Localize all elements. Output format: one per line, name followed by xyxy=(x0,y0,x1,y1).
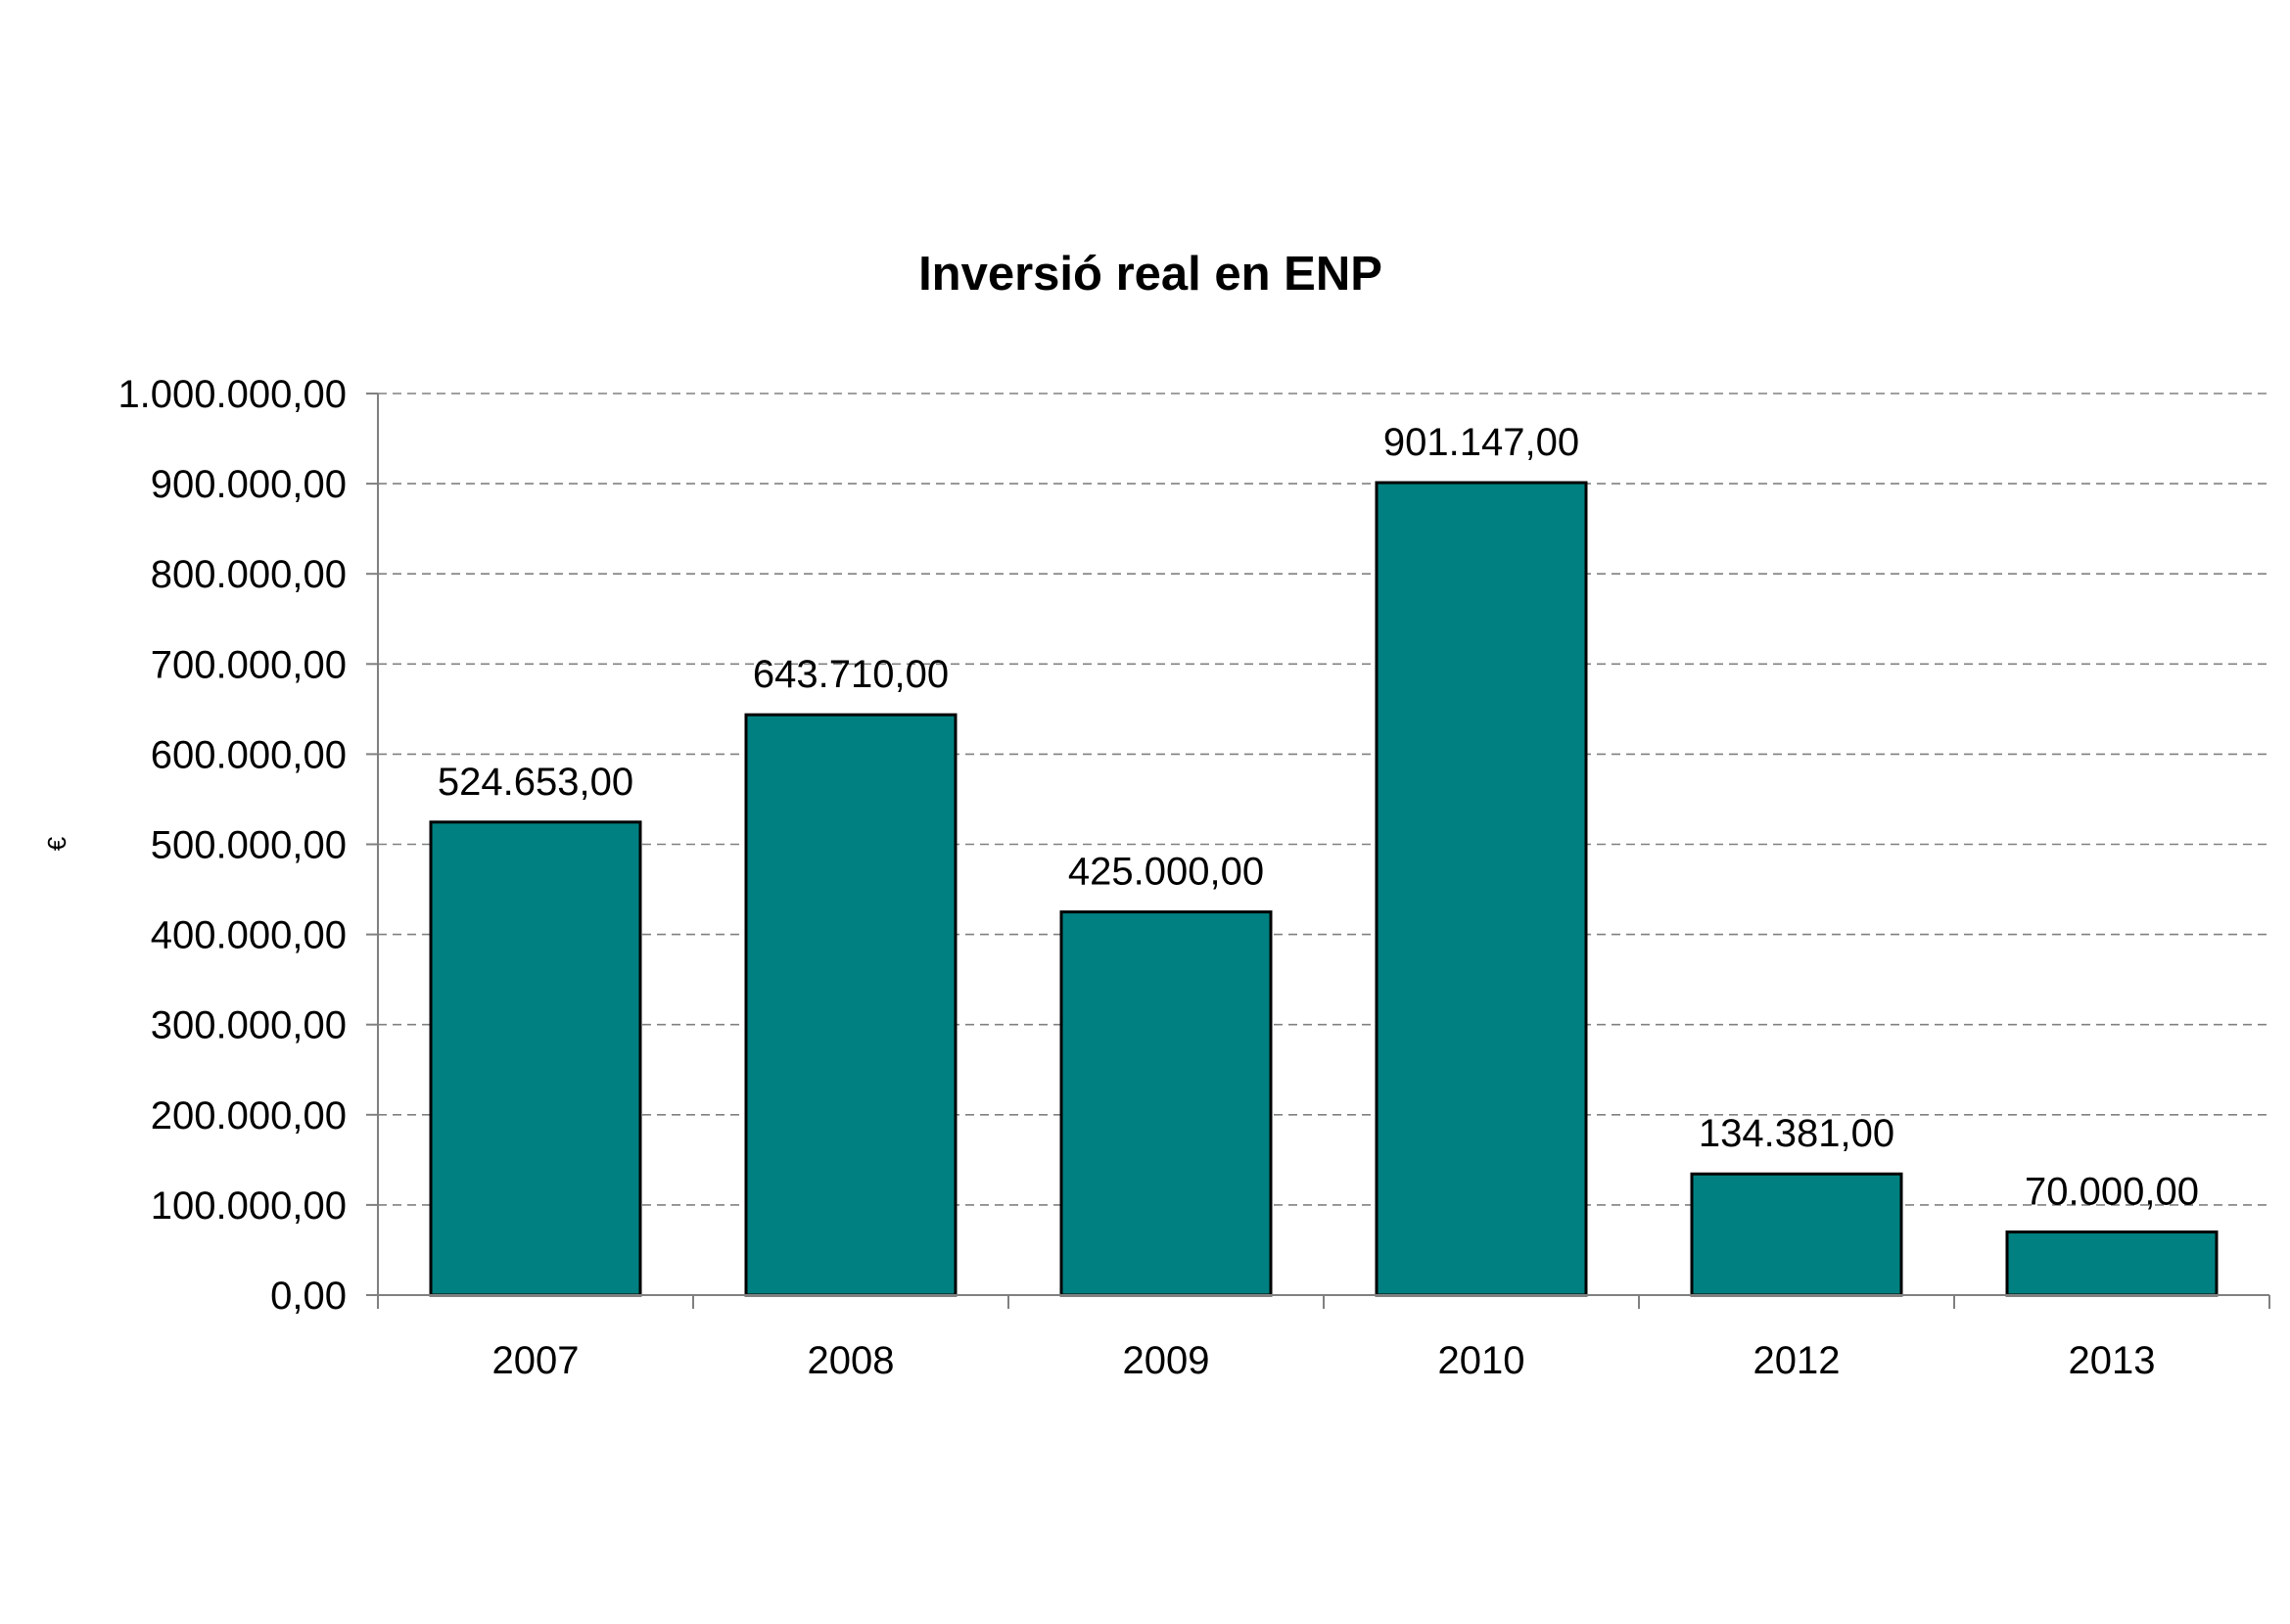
bar-2013 xyxy=(2005,1230,2219,1297)
bar-2012 xyxy=(1690,1172,1903,1297)
y-tick-labels: 0,00 100.000,00 200.000,00 300.000,00 400.00… xyxy=(117,373,347,1318)
x-tick-label: 2007 xyxy=(492,1339,580,1382)
y-tick-label: 800.000,00 xyxy=(151,553,347,596)
y-tick-label: 700.000,00 xyxy=(151,643,347,686)
y-tick-label: 400.000,00 xyxy=(151,914,347,957)
data-label-2013: 70.000,00 xyxy=(2025,1171,2199,1214)
x-tick-label: 2012 xyxy=(1753,1339,1841,1382)
x-tick-label: 2010 xyxy=(1438,1339,1525,1382)
y-tick-label: 600.000,00 xyxy=(151,733,347,776)
x-tick-label: 2013 xyxy=(2069,1339,2156,1382)
y-tick-label: 100.000,00 xyxy=(151,1184,347,1228)
y-tick-label: 1.000.000,00 xyxy=(117,373,347,416)
bar-2010 xyxy=(1375,481,1588,1297)
y-tick-label: 500.000,00 xyxy=(151,824,347,867)
data-labels: 524.653,00 643.710,00 425.000,00 901.147,00… xyxy=(438,421,2199,1213)
y-tick-label: 200.000,00 xyxy=(151,1094,347,1137)
grid-lines xyxy=(378,393,2269,1206)
y-tick-label: 0,00 xyxy=(270,1275,347,1318)
data-label-2012: 134.381,00 xyxy=(1699,1112,1894,1155)
x-tick-labels: 2007 2008 2009 2010 2012 2013 xyxy=(492,1339,2156,1382)
data-label-2010: 901.147,00 xyxy=(1383,421,1579,464)
y-axis-label: € xyxy=(42,836,71,851)
bar-2009 xyxy=(1059,910,1273,1297)
data-label-2009: 425.000,00 xyxy=(1068,851,1264,894)
y-tick-label: 900.000,00 xyxy=(151,463,347,506)
chart-title: Inversió real en ENP xyxy=(918,248,1382,301)
x-tick-label: 2008 xyxy=(808,1339,895,1382)
x-tick-label: 2009 xyxy=(1123,1339,1210,1382)
bars xyxy=(429,481,2219,1297)
data-label-2008: 643.710,00 xyxy=(753,653,949,696)
bar-2008 xyxy=(744,713,958,1297)
bar-2007 xyxy=(429,820,642,1297)
y-tick-label: 300.000,00 xyxy=(151,1004,347,1047)
axes xyxy=(366,393,2270,1309)
data-label-2007: 524.653,00 xyxy=(438,761,633,804)
